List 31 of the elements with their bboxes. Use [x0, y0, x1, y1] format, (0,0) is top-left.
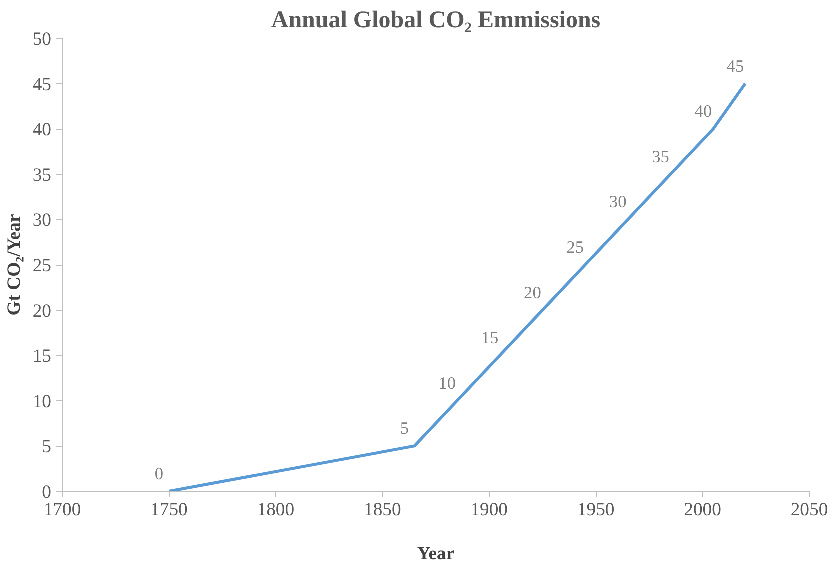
- y-tick-label: 40: [32, 120, 52, 141]
- x-tick-label: 1950: [577, 500, 615, 520]
- x-tick-label: 1800: [257, 500, 295, 520]
- y-tick-label: 15: [32, 346, 52, 368]
- data-label: 45: [726, 56, 744, 76]
- x-tick-label: 1750: [150, 500, 188, 520]
- y-tick-label: 30: [32, 210, 52, 232]
- line-series: [168, 82, 747, 492]
- y-tick-label: 50: [32, 29, 52, 50]
- x-tick-label: 1900: [470, 500, 508, 520]
- x-tick-label: 2000: [684, 500, 722, 520]
- data-label: 0: [154, 464, 164, 484]
- x-tick-label: 1850: [364, 500, 402, 520]
- x-axis-title: Year: [417, 544, 455, 564]
- y-tick-label: 10: [32, 391, 52, 412]
- y-tick-label: 5: [42, 436, 52, 458]
- y-tick-label: 35: [32, 164, 52, 186]
- y-tick-label: 25: [32, 256, 52, 276]
- x-tick-label: 2050: [790, 500, 828, 520]
- chart-title: Annual Global CO₂ Emmissions: [271, 8, 601, 34]
- y-axis-title: Gt CO₂/Year: [4, 214, 25, 316]
- data-label: 40: [694, 102, 712, 122]
- data-label: 15: [481, 328, 499, 348]
- data-label: 20: [524, 283, 542, 302]
- data-label: 30: [609, 192, 627, 212]
- y-tick-label: 20: [32, 300, 52, 322]
- data-label: 25: [566, 238, 584, 257]
- y-tick-label: 45: [32, 74, 52, 96]
- data-label: 35: [652, 147, 670, 166]
- data-label: 5: [400, 419, 409, 438]
- data-label: 10: [438, 374, 456, 393]
